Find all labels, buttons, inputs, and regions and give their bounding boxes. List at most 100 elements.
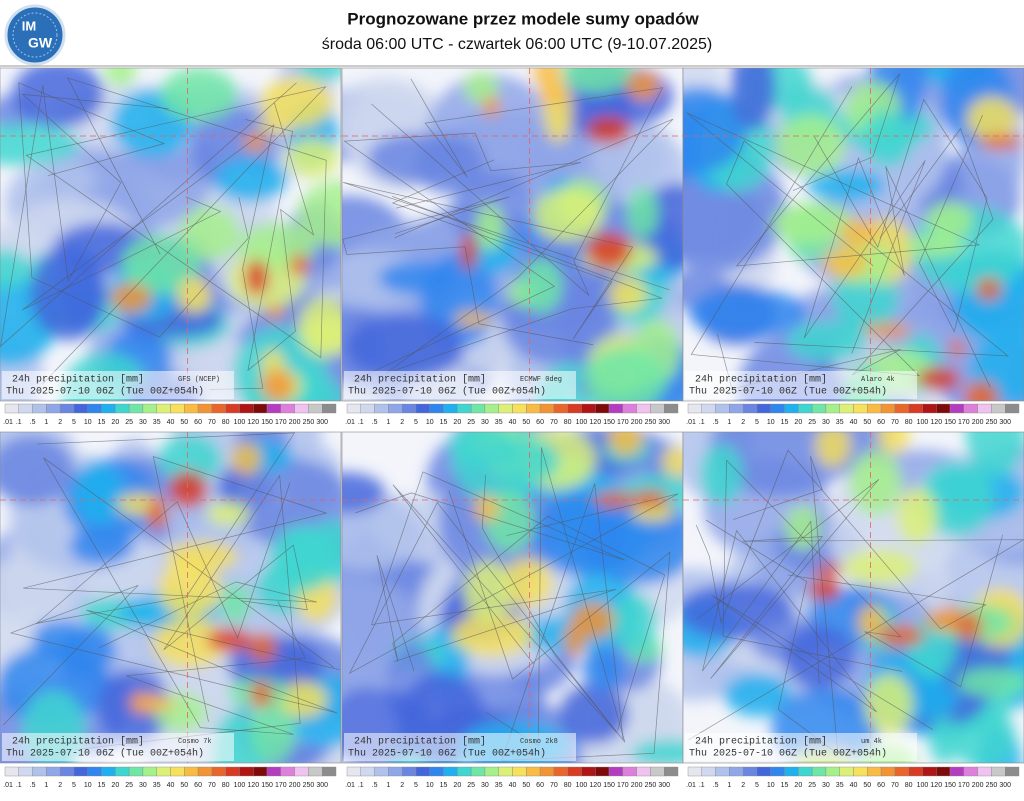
colorbar-swatch <box>170 766 185 777</box>
precip-blob <box>220 582 251 624</box>
precip-blob <box>586 116 631 144</box>
colorbar-swatch <box>880 403 896 414</box>
colorbar-label: 100 <box>234 782 246 789</box>
colorbar-swatch <box>581 403 596 414</box>
precip-blob <box>925 201 974 239</box>
colorbar-swatch <box>539 766 555 777</box>
border-line <box>343 132 582 382</box>
colorbar-label: 200 <box>631 782 643 789</box>
colorbar-label: 250 <box>303 782 315 789</box>
colorbar-label: 50 <box>522 419 530 426</box>
map-label: 24h precipitation [mm] <box>12 736 144 748</box>
border-line <box>22 124 275 390</box>
colorbar-swatch <box>636 766 651 777</box>
colorbar-label: 200 <box>289 419 301 426</box>
precip-blob <box>451 612 535 657</box>
model-name: Cosmo 7k <box>178 738 212 746</box>
colorbar-swatch <box>526 403 541 414</box>
precip-blob <box>464 560 512 623</box>
colorbar-swatch <box>184 403 199 414</box>
colorbar-swatch <box>374 766 389 777</box>
colorbar-label: .1 <box>699 782 705 789</box>
colorbar-swatch <box>922 403 937 414</box>
colorbar-swatch <box>4 403 19 414</box>
precip-blob <box>688 288 808 337</box>
colorbar-swatch <box>595 403 610 414</box>
colorbar-swatch <box>346 766 361 777</box>
colorbar-label: 10 <box>767 782 775 789</box>
colorbar-label: 20 <box>111 419 119 426</box>
model-name: um 4k <box>861 738 882 746</box>
label-box <box>2 733 234 761</box>
precip-blob <box>966 96 1018 141</box>
border-line <box>690 86 1010 377</box>
colorbar-label: 10 <box>426 419 434 426</box>
colorbar-label: 10 <box>84 419 92 426</box>
colorbar-label: 100 <box>234 419 246 426</box>
colorbar-label: 25 <box>125 419 133 426</box>
precip-blob <box>956 667 1024 698</box>
colorbar-swatch <box>32 766 47 777</box>
colorbar-label: 60 <box>877 782 885 789</box>
map-frame <box>0 67 342 402</box>
precip-blob <box>608 277 647 313</box>
precip-blob <box>243 133 268 153</box>
precip-blob <box>152 617 228 669</box>
title: Prognozowane przez modele sumy opadów <box>347 9 699 28</box>
precip-blob <box>584 347 667 401</box>
colorbar-swatch <box>457 403 472 414</box>
map: 24h precipitation [mm] Cosmo 7k Thu 2025-0… <box>0 432 341 763</box>
colorbar-swatch <box>101 403 116 414</box>
precip-blob <box>249 632 277 663</box>
label-box <box>685 733 917 761</box>
colorbar-swatch <box>197 403 213 414</box>
map-panel: 24h precipitation [mm] ECMWF 0deg Thu 2025… <box>341 67 684 426</box>
colorbar-swatch <box>608 403 624 414</box>
border-line <box>342 159 670 339</box>
precip-blob <box>289 254 310 276</box>
colorbar-swatch <box>687 766 702 777</box>
logo-text: IM <box>22 18 36 33</box>
precip-blob <box>0 249 31 290</box>
colorbar-swatch <box>936 766 951 777</box>
colorbar-label: 150 <box>603 782 615 789</box>
valid-time: Thu 2025-07-10 06Z (Tue 00Z+054h) <box>689 748 887 760</box>
border-line <box>376 515 666 731</box>
colorbar-label: 25 <box>467 419 475 426</box>
precip-blob <box>532 68 563 89</box>
map-label: 24h precipitation [mm] <box>354 736 486 748</box>
colorbar-swatch <box>867 403 882 414</box>
precip-blob <box>298 68 341 81</box>
precip-blob <box>948 339 966 356</box>
precip-blob <box>110 283 152 313</box>
colorbar-swatch <box>73 766 88 777</box>
colorbar-swatch <box>526 766 541 777</box>
colorbar-swatch <box>664 403 679 414</box>
valid-time: Thu 2025-07-10 06Z (Tue 00Z+054h) <box>6 748 204 760</box>
colorbar-swatch <box>539 403 555 414</box>
colorbar-swatch <box>59 766 75 777</box>
valid-time: Thu 2025-07-10 06Z (Tue 00Z+054h) <box>689 386 887 398</box>
colorbar-label: 35 <box>153 419 161 426</box>
colorbar-label: .5 <box>30 782 36 789</box>
colorbar-label: 100 <box>917 419 929 426</box>
precip-blob <box>586 232 632 269</box>
colorbar-label: 10 <box>767 419 775 426</box>
colorbar-swatch <box>977 766 992 777</box>
colorbar-swatch <box>798 766 813 777</box>
colorbar-swatch <box>266 766 282 777</box>
colorbar-swatch <box>729 403 744 414</box>
colorbar-swatch <box>308 766 323 777</box>
precip-blob <box>787 321 867 362</box>
map-frame <box>0 431 342 764</box>
colorbar-swatch <box>867 766 882 777</box>
colorbar-label: 30 <box>481 782 489 789</box>
colorbar-swatch <box>825 403 840 414</box>
colorbar-label: .01 <box>3 782 13 789</box>
colorbar-label: 40 <box>509 782 517 789</box>
colorbar-label: 300 <box>999 419 1011 426</box>
precip-blob <box>626 70 661 100</box>
colorbar-label: 10 <box>426 782 434 789</box>
precip-blob <box>963 380 999 401</box>
colorbar-swatch <box>664 766 679 777</box>
